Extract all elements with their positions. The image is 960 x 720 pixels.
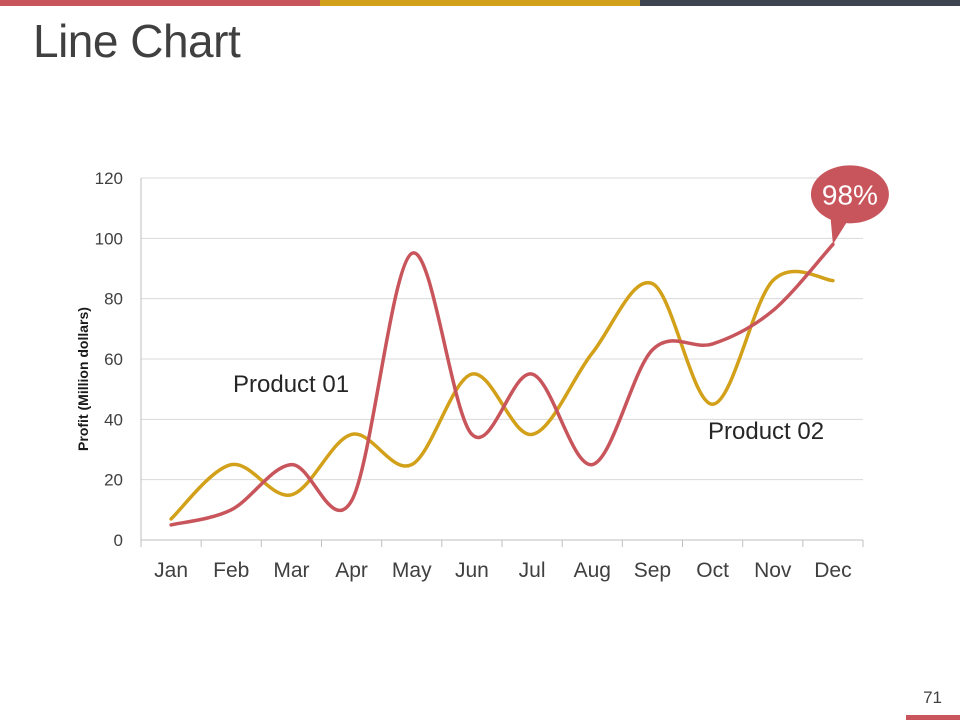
top-bar-navy	[640, 0, 960, 6]
series-line-product-01	[169, 242, 835, 527]
x-tick-label: Dec	[814, 559, 851, 582]
data-point-product-01	[289, 463, 293, 467]
slide-title: Line Chart	[33, 15, 241, 67]
data-point-product-02	[711, 402, 715, 406]
x-tick-label: Jun	[455, 559, 489, 582]
data-point-product-01	[229, 508, 233, 512]
callout-bubble: 98%	[810, 165, 889, 245]
top-accent-bars	[0, 0, 960, 6]
data-point-product-02	[831, 279, 835, 283]
page-number: 71	[923, 688, 942, 707]
data-point-product-02	[590, 351, 594, 355]
series-label-product-02: Product 02	[708, 418, 824, 445]
x-tick-label: May	[392, 559, 432, 582]
data-point-product-02	[169, 517, 173, 521]
x-tick-label: Nov	[754, 559, 792, 582]
x-tick-label: Aug	[574, 559, 611, 582]
y-tick-label: 20	[104, 471, 123, 490]
data-point-product-01	[771, 309, 775, 313]
data-point-product-02	[229, 463, 233, 467]
page-number-accent	[906, 715, 960, 720]
top-bar-gold	[320, 0, 640, 6]
y-tick-label: 0	[114, 531, 123, 550]
data-point-product-02	[289, 493, 293, 497]
x-tick-label: Apr	[335, 559, 368, 582]
x-tick-label: Feb	[213, 559, 249, 582]
data-point-product-02	[650, 282, 654, 286]
data-point-product-02	[410, 463, 414, 467]
x-tick-label: Jan	[154, 559, 188, 582]
data-point-product-02	[771, 279, 775, 283]
data-point-product-02	[350, 432, 354, 436]
x-tick-label: Jul	[519, 559, 546, 582]
data-point-product-01	[590, 463, 594, 467]
data-point-product-01	[350, 499, 354, 503]
data-point-product-01	[410, 251, 414, 255]
data-point-product-01	[530, 372, 534, 376]
series-label-product-01: Product 01	[233, 371, 349, 398]
y-tick-label: 60	[104, 350, 123, 369]
top-bar-red	[0, 0, 320, 6]
series-line-product-02	[169, 269, 835, 521]
callout-circle	[810, 165, 889, 224]
y-tick-label: 40	[104, 410, 123, 429]
x-tick-label: Sep	[634, 559, 671, 582]
y-tick-label: 100	[95, 229, 123, 248]
data-point-product-01	[650, 348, 654, 352]
data-point-product-01	[711, 342, 715, 346]
x-tick-label: Mar	[273, 559, 309, 582]
data-point-product-01	[169, 523, 173, 527]
data-point-product-02	[470, 372, 474, 376]
y-axis-title: Profit (Million dollars)	[75, 307, 91, 451]
data-point-product-02	[530, 432, 534, 436]
y-tick-label: 80	[104, 290, 123, 309]
data-point-product-01	[470, 432, 474, 436]
x-tick-label: Oct	[696, 559, 729, 582]
callout-label: 98%	[822, 179, 878, 210]
y-tick-label: 120	[95, 169, 123, 188]
